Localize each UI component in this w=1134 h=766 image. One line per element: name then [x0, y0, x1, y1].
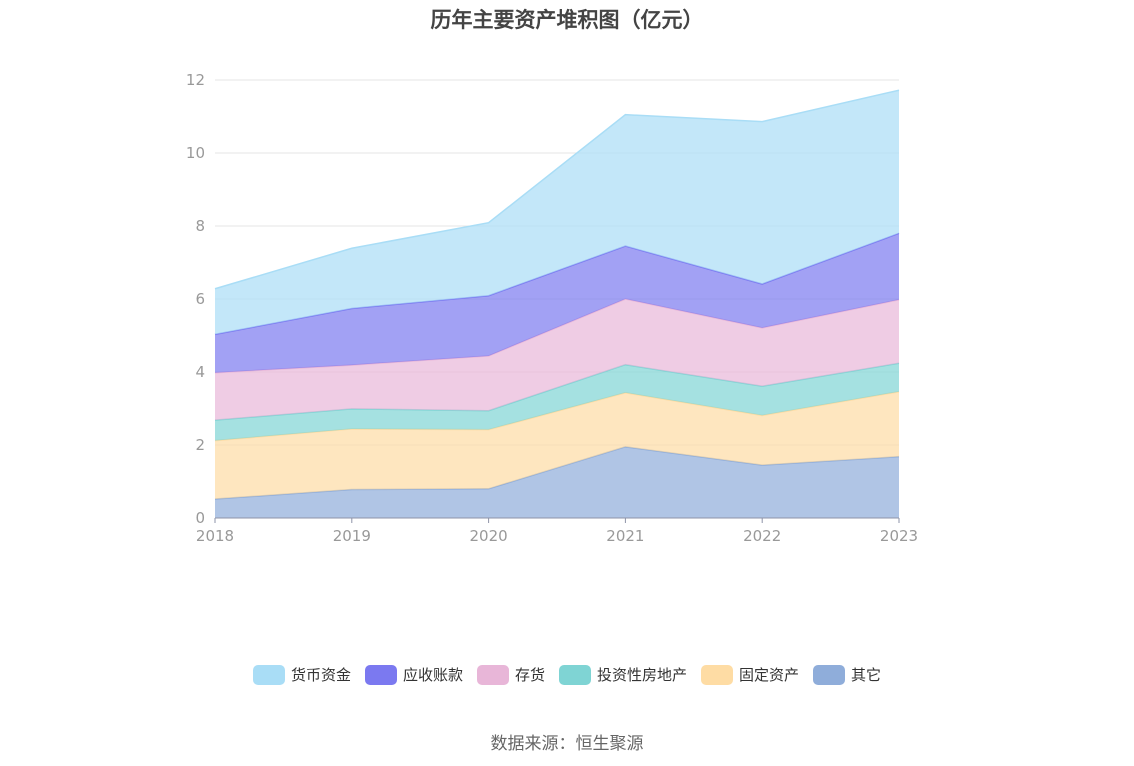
area-存货[interactable]: [215, 299, 899, 421]
legend-swatch: [476, 664, 509, 685]
data-source: 数据来源：恒生聚源: [490, 734, 644, 754]
y-tick-label: 2: [195, 436, 205, 454]
x-tick-label: 2019: [333, 527, 371, 545]
legend-item[interactable]: 应收账款: [364, 664, 463, 685]
legend-label: 存货: [514, 666, 545, 684]
x-tick-label: 2022: [743, 527, 781, 545]
legend-item[interactable]: 其它: [813, 664, 881, 685]
legend-swatch: [364, 664, 397, 685]
area-固定资产[interactable]: [215, 391, 899, 500]
legend: 货币资金 应收账款 存货 投资性房地产 固定资产 其它: [0, 664, 1134, 685]
legend-item[interactable]: 货币资金: [252, 664, 351, 685]
legend-swatch: [813, 664, 846, 685]
y-tick-label: 6: [195, 290, 205, 308]
legend-item[interactable]: 存货: [476, 664, 545, 685]
chart-title: 历年主要资产堆积图（亿元）: [430, 8, 704, 32]
x-tick-label: 2023: [880, 527, 918, 545]
legend-label: 投资性房地产: [597, 666, 688, 684]
x-tick-label: 2021: [606, 527, 644, 545]
line-货币资金: [214, 89, 900, 290]
area-应收账款[interactable]: [215, 233, 899, 373]
area-其它[interactable]: [215, 446, 899, 518]
legend-label: 货币资金: [290, 666, 351, 684]
legend-swatch: [252, 664, 285, 685]
legend-label: 应收账款: [402, 666, 463, 684]
axes: 0 2 4 6 8 10 12 2018 2019 2020 2021 2022 2023: [186, 71, 918, 545]
y-tick-label: 10: [186, 144, 205, 162]
legend-label: 其它: [851, 666, 882, 684]
y-tick-label: 0: [195, 509, 205, 527]
y-tick-label: 12: [186, 71, 205, 89]
y-tick-label: 4: [195, 363, 205, 381]
legend-item[interactable]: 固定资产: [701, 664, 799, 685]
legend-swatch: [559, 664, 591, 685]
area-投资性房地产[interactable]: [215, 363, 899, 441]
x-tick-label: 2018: [196, 527, 234, 545]
x-tick-label: 2020: [470, 527, 508, 545]
legend-label: 固定资产: [739, 666, 800, 684]
area-货币资金[interactable]: [215, 90, 899, 335]
legend-item[interactable]: 投资性房地产: [559, 664, 687, 685]
area-series: [214, 89, 900, 518]
legend-swatch: [701, 664, 734, 685]
y-tick-label: 8: [195, 217, 205, 235]
